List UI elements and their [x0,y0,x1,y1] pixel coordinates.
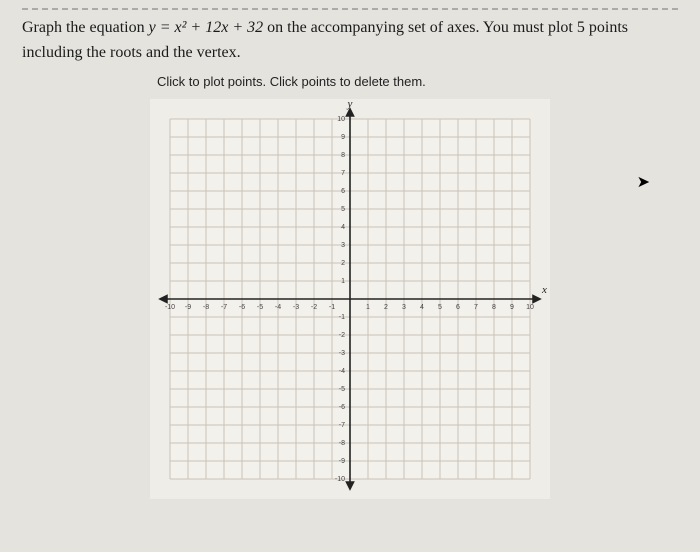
svg-text:-7: -7 [339,422,345,429]
svg-text:-2: -2 [311,304,317,311]
coordinate-grid[interactable]: -10 -9 -8 -7 -6 -5 -4 -3 -2 -1 1 2 3 4 5 6 7 8 9 10 -10 -9 -8 -… [150,99,550,499]
svg-text:5: 5 [438,304,442,311]
instruction-text: Click to plot points. Click points to de… [157,74,678,89]
cursor-icon: ➤ [637,172,650,192]
svg-text:2: 2 [384,304,388,311]
svg-text:-3: -3 [293,304,299,311]
q-prefix: Graph the equation [22,19,149,36]
svg-text:7: 7 [474,304,478,311]
svg-text:6: 6 [341,188,345,195]
svg-text:-6: -6 [339,404,345,411]
svg-text:6: 6 [456,304,460,311]
svg-text:9: 9 [341,134,345,141]
svg-text:-3: -3 [339,350,345,357]
question-text: Graph the equation y = x² + 12x + 32 on … [22,16,678,66]
svg-text:10: 10 [526,304,534,311]
svg-text:10: 10 [337,116,345,123]
svg-text:-9: -9 [339,458,345,465]
svg-text:-6: -6 [239,304,245,311]
svg-text:-5: -5 [257,304,263,311]
svg-text:4: 4 [341,224,345,231]
eq-equals: = [156,19,175,36]
svg-text:-4: -4 [339,368,345,375]
eq-lhs: y [149,19,156,36]
svg-text:3: 3 [341,242,345,249]
svg-text:3: 3 [402,304,406,311]
svg-text:-7: -7 [221,304,227,311]
svg-text:-10: -10 [335,476,345,483]
svg-text:-1: -1 [339,314,345,321]
svg-text:-9: -9 [185,304,191,311]
svg-text:-4: -4 [275,304,281,311]
svg-text:-1: -1 [329,304,335,311]
svg-text:7: 7 [341,170,345,177]
svg-text:4: 4 [420,304,424,311]
svg-text:2: 2 [341,260,345,267]
svg-text:8: 8 [492,304,496,311]
svg-text:-8: -8 [203,304,209,311]
svg-text:1: 1 [341,278,345,285]
svg-text:-10: -10 [165,304,175,311]
svg-text:y: y [347,99,353,110]
svg-text:8: 8 [341,152,345,159]
svg-text:9: 9 [510,304,514,311]
svg-text:-2: -2 [339,332,345,339]
svg-text:-8: -8 [339,440,345,447]
svg-text:1: 1 [366,304,370,311]
svg-text:x: x [541,284,547,296]
eq-rhs: x² + 12x + 32 [175,19,264,36]
svg-text:-5: -5 [339,386,345,393]
svg-text:5: 5 [341,206,345,213]
